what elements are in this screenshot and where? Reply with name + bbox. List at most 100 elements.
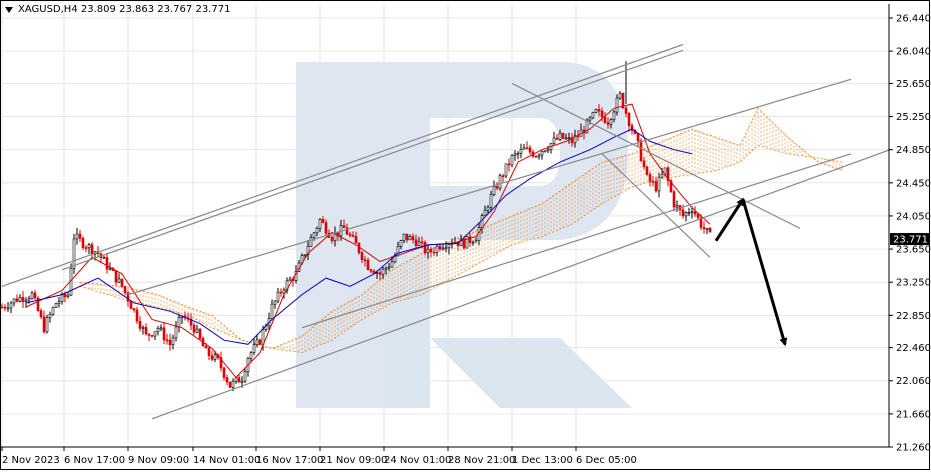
candle-body [144,327,148,335]
candle-body [3,306,7,309]
candle-body [381,268,385,275]
candle-body [306,246,310,256]
candle-body [72,238,76,269]
candle-body [156,328,160,333]
candle-body [225,377,229,383]
candle-body [90,244,94,255]
candle-body [204,345,208,349]
trendline-outer-upper[interactable] [1,43,684,287]
candle-body [315,227,319,234]
candle-body [492,186,496,196]
trendline-down-upper[interactable] [511,82,801,229]
candle-body [459,238,463,246]
candle-body [177,317,181,328]
candle-body [543,150,547,153]
candle-body [255,339,259,345]
price-tick-label: 21.660 [896,409,931,420]
candle-body [87,244,91,249]
candle-body [591,112,595,119]
candle-body [258,339,262,345]
candle-body [507,163,511,166]
time-tick-label: 24 Nov 01:00 [384,455,451,466]
candle-body [558,132,562,140]
trendline-outer-upper-2[interactable] [61,49,684,271]
price-tick-label: 25.250 [896,112,931,123]
symbol-dropdown-icon[interactable] [5,7,13,13]
candle-body [615,97,619,113]
trendline-lower[interactable] [151,149,891,420]
candle-body [399,240,403,247]
candle-body [126,292,130,302]
candle-body [318,219,322,229]
candle-body [624,107,628,114]
candle-body [165,339,169,342]
candle-body [630,125,634,131]
watermark-r-shape [296,62,628,408]
candle-body [513,153,517,156]
price-tick-label: 24.050 [896,211,931,222]
candle-body [585,119,589,134]
candle-body [222,367,226,378]
trendline-down-lower[interactable] [601,153,711,258]
time-tick-label: 14 Nov 01:00 [193,455,260,466]
trendline-mid-lower[interactable] [301,153,852,329]
time-tick-label: 16 Nov 17:00 [256,455,323,466]
candle-body [174,326,178,339]
candle-body [426,248,430,254]
candle-body [192,324,196,333]
candle-body [375,272,379,275]
candle-body [417,241,421,246]
candle-body [612,111,616,120]
candle-body [648,174,652,182]
candle-body [33,292,37,299]
price-tick-label: 24.450 [896,178,931,189]
candle-body [249,352,253,359]
candle-body [252,344,256,353]
time-tick-label: 9 Nov 09:00 [128,455,189,466]
candle-body [468,236,472,243]
candle-body [684,212,688,217]
candle-body [384,267,388,270]
candle-body [651,181,655,183]
candle-body [18,297,22,302]
candle-body [81,238,85,248]
time-tick-label: 21 Nov 09:00 [320,455,387,466]
time-axis: 2 Nov 2023 6 Nov 17:00 9 Nov 09:00 14 Nov 0… [1,447,637,466]
symbol-label: XAGUSD,H4 [18,4,78,15]
candle-body [57,301,61,304]
candle-body [6,307,10,310]
candle-body [12,298,16,304]
senkou-span-b-line [79,145,843,354]
price-tick-label: 21.260 [896,443,931,454]
candle-body [573,135,577,144]
candle-body [696,213,700,218]
forecast-arrows [714,197,788,347]
candle-body [195,328,199,333]
candle-body [210,355,214,360]
candle-body [669,180,673,193]
candle-body [159,327,163,330]
candle-body [261,329,265,345]
candle-body [9,302,13,309]
candle-body [462,238,466,249]
candle-body [198,328,202,339]
candle-body [537,154,541,157]
candle-body [330,237,334,242]
candle-body [594,109,598,113]
candle-body [45,317,49,333]
candle-body [660,173,664,178]
price-tick-label: 26.040 [896,47,931,58]
candle-body [171,337,175,346]
candle-body [444,247,448,250]
price-tick-label: 25.650 [896,79,931,90]
candle-body [348,234,352,236]
tenkan-sen-line [25,103,711,379]
candle-body [432,251,436,254]
candle-body [699,217,703,228]
trendline-mid-upper[interactable] [127,78,852,296]
candle-body [15,298,19,302]
candle-body [150,335,154,337]
candle-body [408,236,412,241]
candle-body [114,270,118,283]
